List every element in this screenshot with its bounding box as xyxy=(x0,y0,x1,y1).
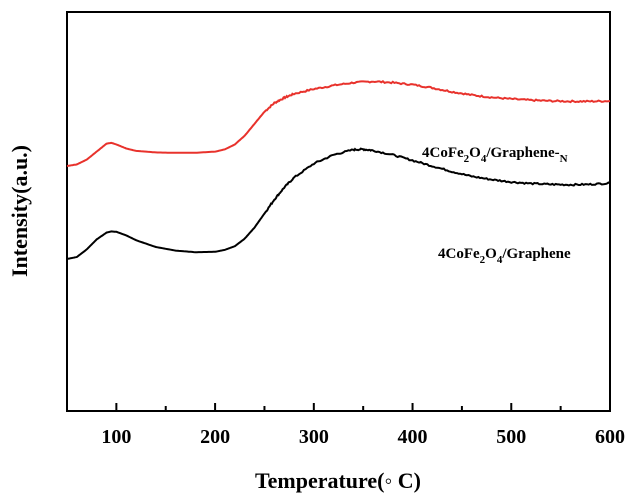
series-label-part: O xyxy=(469,145,481,161)
series-line-0 xyxy=(66,80,611,167)
x-tick-label: 500 xyxy=(496,426,526,448)
series-label-0: 4CoFe2O4/Graphene-N xyxy=(422,145,568,165)
series-label-part: 4CoFe xyxy=(438,246,480,262)
series-label-part: 4CoFe xyxy=(422,145,464,161)
x-tick-label: 200 xyxy=(200,426,230,448)
x-tick-label: 400 xyxy=(398,426,428,448)
x-tick-label: 300 xyxy=(299,426,329,448)
series-label-part: N xyxy=(560,153,568,165)
series-label-part: /Graphene xyxy=(501,246,571,262)
series-label-1: 4CoFe2O4/Graphene xyxy=(438,246,571,266)
x-axis-title: Temperature(◦ C) xyxy=(255,468,421,493)
series-label-part: O xyxy=(485,246,497,262)
series-label-part: 4 xyxy=(497,254,503,266)
series-label-part: 4 xyxy=(481,153,487,165)
x-tick-label: 100 xyxy=(101,426,131,448)
series-label-part: 2 xyxy=(464,153,470,165)
series-label-part: /Graphene- xyxy=(485,145,559,161)
x-tick-label: 600 xyxy=(595,426,625,448)
series-label-part: 2 xyxy=(480,254,486,266)
series-layer xyxy=(66,80,611,260)
plot-frame xyxy=(66,11,611,412)
x-axis-ticks: 100 200 300 400 500 600 xyxy=(66,403,625,448)
y-axis-title: Intensity(a.u.) xyxy=(7,145,32,277)
series-line-1 xyxy=(66,147,611,260)
